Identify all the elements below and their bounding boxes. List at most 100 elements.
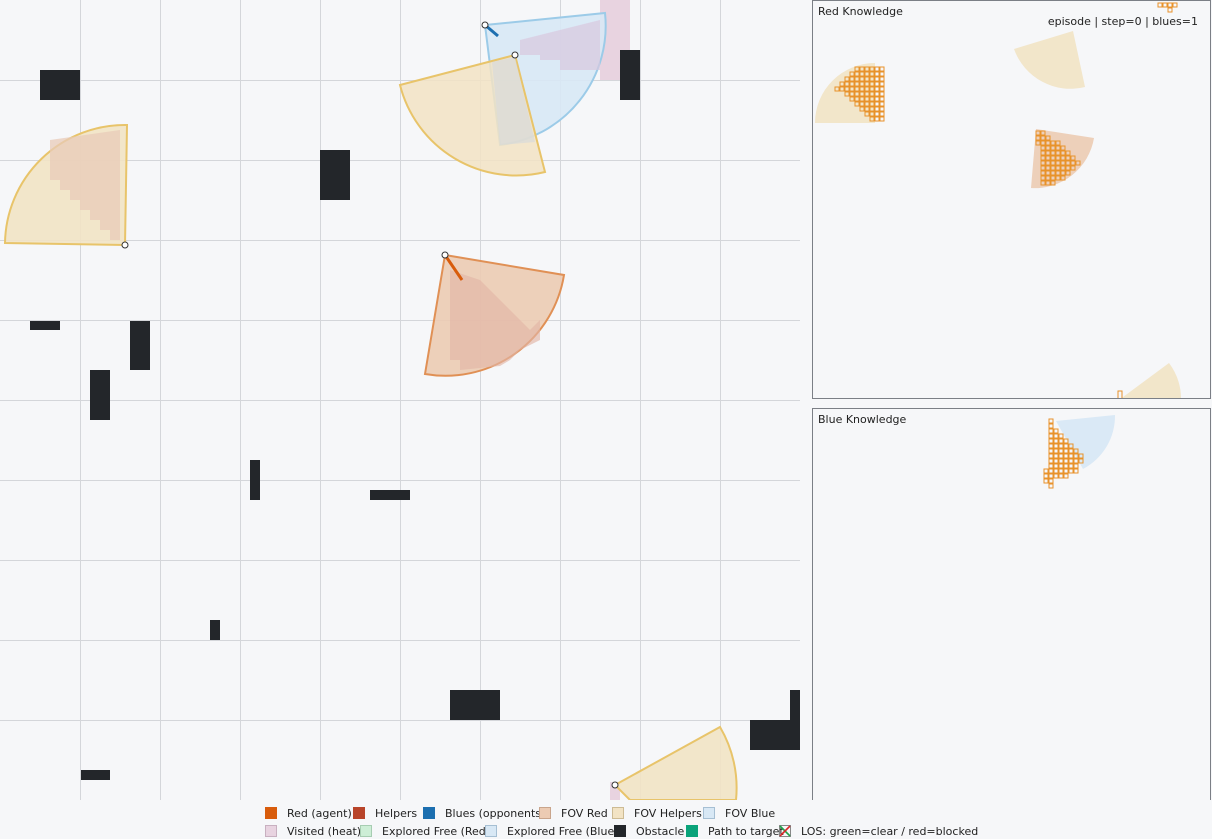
legend-item-blues: Blues (opponents) xyxy=(423,806,545,820)
explored-cell xyxy=(1058,443,1064,449)
los-cross-icon xyxy=(779,825,791,837)
obstacle xyxy=(40,70,80,100)
explored-cell xyxy=(849,86,855,92)
explored-cell xyxy=(1068,453,1074,459)
explored-cell xyxy=(844,91,850,97)
explored-cell xyxy=(1045,145,1051,151)
red-agent-fov xyxy=(423,251,566,377)
explored-cell xyxy=(869,76,875,82)
explored-cell xyxy=(1040,150,1046,156)
explored-cell xyxy=(879,101,885,107)
explored-cell xyxy=(1068,468,1074,474)
explored-cell xyxy=(859,96,865,102)
explored-cell xyxy=(1050,145,1056,151)
obstacle xyxy=(750,720,800,750)
explored-cell xyxy=(1058,463,1064,469)
explored-cell xyxy=(869,71,875,77)
grid-lines xyxy=(0,0,800,800)
explored-cell xyxy=(834,86,840,92)
explored-red-swatch xyxy=(360,825,372,837)
explored-cell xyxy=(854,76,860,82)
explored-cell xyxy=(874,101,880,107)
explored-cell xyxy=(1060,160,1066,166)
explored-cell xyxy=(1053,448,1059,454)
explored-cell xyxy=(1058,473,1064,479)
explored-cell xyxy=(1040,160,1046,166)
explored-cell xyxy=(1060,145,1066,151)
explored-cell xyxy=(1053,458,1059,464)
explored-cell xyxy=(874,86,880,92)
explored-cell xyxy=(1043,473,1049,479)
helper-agent-marker xyxy=(511,51,519,59)
legend-item-explored-blue: Explored Free (Blue) xyxy=(485,824,619,838)
explored-cell xyxy=(1050,170,1056,176)
legend-item-fov-blue: FOV Blue xyxy=(703,806,775,820)
explored-cell xyxy=(1078,453,1084,459)
explored-cell xyxy=(1048,463,1054,469)
legend-item-helpers: Helpers xyxy=(353,806,417,820)
explored-cell xyxy=(879,81,885,87)
explored-cell xyxy=(864,101,870,107)
explored-cell xyxy=(1058,453,1064,459)
obstacle xyxy=(370,490,410,500)
known-blue-fov xyxy=(1056,415,1116,469)
explored-cell xyxy=(1055,160,1061,166)
explored-cell xyxy=(1078,458,1084,464)
explored-cell xyxy=(1167,7,1173,13)
explored-cell xyxy=(1070,165,1076,171)
explored-cell xyxy=(859,66,865,72)
explored-cell xyxy=(1045,150,1051,156)
explored-cell xyxy=(1073,448,1079,454)
explored-cell xyxy=(859,101,865,107)
explored-cell xyxy=(854,81,860,87)
explored-cell xyxy=(1043,468,1049,474)
explored-cell xyxy=(1043,478,1049,484)
explored-cell xyxy=(1048,443,1054,449)
obstacle-swatch xyxy=(614,825,626,837)
explored-cell xyxy=(1060,175,1066,181)
explored-cell xyxy=(1048,438,1054,444)
explored-cell xyxy=(1048,428,1054,434)
red-knowledge-map xyxy=(815,2,1181,398)
explored-cell xyxy=(864,66,870,72)
explored-cell xyxy=(864,106,870,112)
explored-cell xyxy=(874,106,880,112)
explored-cell xyxy=(1048,458,1054,464)
explored-cell xyxy=(854,66,860,72)
explored-cell xyxy=(1063,443,1069,449)
explored-cell xyxy=(1073,458,1079,464)
red-knowledge-title: Red Knowledge xyxy=(818,5,903,18)
explored-cell xyxy=(1050,180,1056,186)
explored-cell xyxy=(879,111,885,117)
explored-cell xyxy=(1055,170,1061,176)
explored-cell xyxy=(1055,140,1061,146)
explored-cell xyxy=(1070,155,1076,161)
blue-opponent-marker xyxy=(481,21,489,29)
explored-cell xyxy=(854,101,860,107)
blue-knowledge-panel: Blue Knowledge xyxy=(812,408,1211,800)
fov-red-swatch xyxy=(539,807,551,819)
explored-cell xyxy=(869,111,875,117)
explored-cell xyxy=(839,86,845,92)
explored-cell xyxy=(1045,140,1051,146)
episode-status: episode | step=0 | blues=1 xyxy=(1047,15,1198,28)
obstacles xyxy=(30,50,800,780)
explored-cell xyxy=(864,86,870,92)
explored-cell xyxy=(869,116,875,122)
legend-item-red-agent: Red (agent) xyxy=(265,806,352,820)
explored-cell xyxy=(1050,140,1056,146)
obstacle xyxy=(620,50,640,100)
red-agent-marker xyxy=(441,251,449,259)
explored-cell xyxy=(1048,483,1054,489)
explored-cell xyxy=(1075,160,1081,166)
explored-cell xyxy=(1053,443,1059,449)
explored-cells-top xyxy=(1157,2,1178,13)
explored-cell xyxy=(864,96,870,102)
visited-swatch xyxy=(265,825,277,837)
known-helper-fov xyxy=(1014,31,1085,89)
explored-cell xyxy=(1070,160,1076,166)
explored-cell xyxy=(1063,458,1069,464)
explored-cell xyxy=(1053,463,1059,469)
explored-cell xyxy=(1053,433,1059,439)
explored-cell xyxy=(859,106,865,112)
